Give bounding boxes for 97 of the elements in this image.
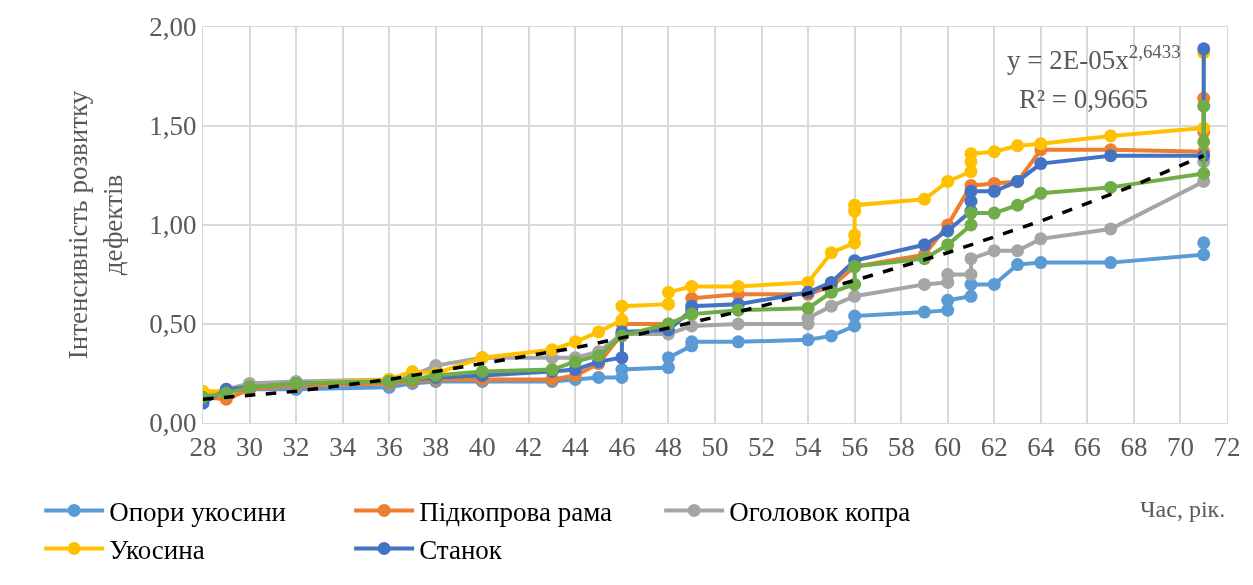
point [1197,42,1211,56]
legend-label: Оголовок копра [729,496,911,527]
legend-label: Опори укосини [109,496,287,527]
annotation: y = 2E-05x$^{2,6433}$ [1007,41,1181,76]
point [917,277,931,291]
point [824,299,838,313]
x-tick-label: 36 [375,432,403,463]
point [731,279,745,293]
point [1011,244,1025,258]
point [941,224,955,238]
point [731,335,745,349]
point [1197,236,1211,250]
point [1011,139,1025,153]
point [1011,258,1025,272]
x-axis-title: Час, рік. [1140,496,1226,522]
point [615,299,629,313]
y-tick-label: 1,50 [149,111,197,142]
point [1034,137,1048,151]
x-tick-label: 56 [841,432,869,463]
point [964,184,978,198]
point [568,335,582,349]
y-tick-label: 0,50 [149,309,197,340]
x-tick-label: 30 [236,432,264,463]
x-tick-label: 32 [282,432,310,463]
point [1034,256,1048,270]
x-tick-label: 60 [934,432,962,463]
annotation: R² = 0,9665 [1019,84,1149,114]
point [1104,180,1118,194]
point [615,313,629,327]
point [941,238,955,252]
point [917,238,931,252]
point [1104,256,1118,270]
point [1034,157,1048,171]
point [685,279,699,293]
x-tick-label: 70 [1166,432,1194,463]
point [987,206,1001,220]
point [917,305,931,319]
x-tick-label: 64 [1027,432,1055,463]
point [592,370,606,384]
x-tick-label: 54 [794,432,823,463]
point [941,293,955,307]
point [941,174,955,188]
x-tick-label: 44 [561,432,590,463]
x-tick-label: 46 [608,432,636,463]
legend-label: Станок [419,535,503,566]
point [615,351,629,365]
point [1034,232,1048,246]
x-tick-label: 66 [1073,432,1101,463]
point [964,268,978,281]
point [1197,248,1211,262]
point [964,218,978,232]
point [987,244,1001,258]
legend-label: Укосина [109,535,205,566]
y-tick-label: 1,00 [149,210,197,241]
y-tick-label: 2,00 [149,12,197,43]
point [1197,167,1211,181]
point [964,289,978,303]
x-tick-label: 42 [515,432,543,463]
x-tick-label: 38 [422,432,450,463]
point [941,268,955,281]
point [661,297,675,311]
x-tick-label: 72 [1213,432,1241,463]
point [848,309,862,323]
point [1197,135,1211,149]
point [987,184,1001,198]
x-tick-label: 62 [980,432,1008,463]
point [1034,186,1048,200]
x-tick-label: 50 [701,432,729,463]
point [917,192,931,206]
point [545,343,559,357]
point [1011,198,1025,212]
point [1197,99,1211,113]
point [824,246,838,260]
point [592,349,606,363]
point [1104,129,1118,143]
x-tick-label: 58 [887,432,915,463]
x-tick-label: 48 [654,432,682,463]
point [801,333,815,347]
x-tick-label: 68 [1120,432,1148,463]
x-tick-label: 52 [748,432,776,463]
point [987,277,1001,291]
x-tick-label: 40 [468,432,496,463]
point [661,285,675,299]
point [987,145,1001,159]
point [592,325,606,339]
y-axis-title: Інтенсивність розвитку дефектів [63,90,129,360]
point [731,317,745,331]
point [848,289,862,303]
point [1104,222,1118,236]
point [568,355,582,369]
point [824,329,838,343]
point [964,252,978,266]
x-tick-label: 34 [329,432,357,463]
point [801,301,815,315]
point [1104,149,1118,163]
point [661,351,675,365]
legend-label: Підкопрова рама [419,496,613,527]
